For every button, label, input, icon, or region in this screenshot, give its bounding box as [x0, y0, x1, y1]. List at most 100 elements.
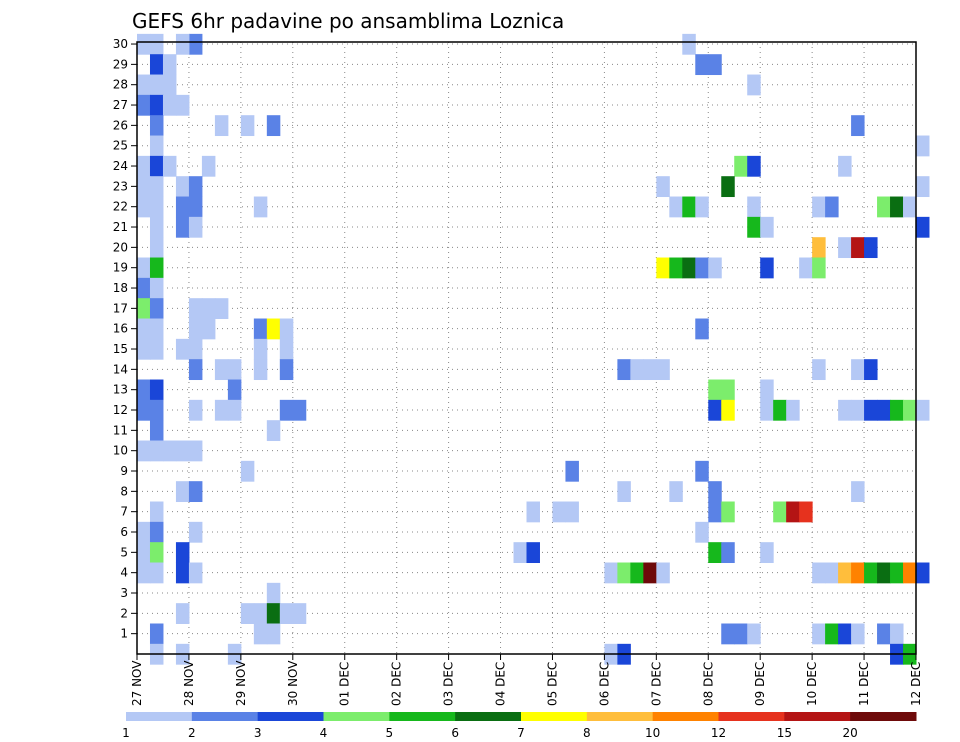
- data-cell: [916, 176, 930, 198]
- data-cell: [175, 33, 190, 55]
- data-cell: [669, 257, 683, 279]
- colorbar-swatch: [652, 712, 719, 721]
- data-cell: [526, 501, 540, 523]
- y-tick-label: 19: [113, 261, 128, 275]
- data-cell: [643, 359, 657, 381]
- colorbar-label: 10: [645, 726, 660, 740]
- data-cell: [137, 318, 151, 340]
- data-cell: [162, 74, 177, 96]
- y-tick-label: 25: [113, 139, 128, 153]
- data-cell: [149, 33, 164, 55]
- data-cell: [214, 298, 229, 320]
- x-tick-label: 28 NOV: [182, 660, 196, 706]
- data-cell: [175, 440, 190, 462]
- y-tick-label: 15: [113, 342, 128, 356]
- data-cell: [175, 196, 190, 218]
- data-cell: [708, 399, 722, 421]
- colorbar-label: 12: [711, 726, 726, 740]
- y-tick-label: 29: [113, 57, 128, 71]
- data-cell: [734, 155, 748, 177]
- data-cell: [695, 54, 709, 76]
- data-cell: [721, 542, 735, 564]
- colorbar-swatch: [257, 712, 324, 721]
- data-cell: [162, 94, 177, 116]
- data-cell: [149, 318, 164, 340]
- data-cell: [188, 359, 203, 381]
- colorbar-swatch: [850, 712, 917, 721]
- data-cell: [890, 399, 904, 421]
- x-tick-label: 12 DEC: [909, 662, 923, 706]
- y-tick-label: 6: [120, 525, 128, 539]
- y-tick-label: 27: [113, 98, 128, 112]
- data-cell: [643, 562, 657, 584]
- data-cell: [721, 176, 735, 198]
- y-tick-label: 17: [113, 301, 128, 315]
- data-cell: [656, 257, 670, 279]
- data-cell: [747, 155, 761, 177]
- data-cell: [656, 562, 670, 584]
- data-cell: [656, 176, 670, 198]
- data-cell: [175, 94, 190, 116]
- colorbar-swatch: [323, 712, 390, 721]
- data-cell: [526, 542, 540, 564]
- data-cell: [240, 115, 255, 137]
- data-cell: [825, 623, 839, 645]
- data-cell: [149, 501, 164, 523]
- data-cell: [162, 440, 177, 462]
- y-tick-label: 2: [120, 606, 128, 620]
- data-cell: [149, 298, 164, 320]
- data-cell: [266, 115, 281, 137]
- data-cell: [227, 359, 242, 381]
- data-cell: [786, 501, 800, 523]
- data-cell: [721, 379, 735, 401]
- data-cell: [149, 237, 164, 259]
- x-tick-label: 07 DEC: [649, 662, 663, 706]
- data-cell: [279, 318, 294, 340]
- data-cell: [656, 359, 670, 381]
- data-cell: [266, 623, 281, 645]
- colorbar-label: 7: [517, 726, 525, 740]
- data-cell: [513, 542, 527, 564]
- y-axis: 1234567891011121314151617181920212223242…: [113, 37, 137, 641]
- y-tick-label: 9: [120, 464, 128, 478]
- data-cell: [240, 460, 255, 482]
- data-cell: [825, 196, 839, 218]
- y-tick-label: 23: [113, 179, 128, 193]
- y-tick-label: 12: [113, 403, 128, 417]
- data-cell: [760, 379, 774, 401]
- y-tick-label: 4: [120, 566, 128, 580]
- data-cell: [188, 440, 203, 462]
- y-tick-label: 14: [113, 362, 128, 376]
- data-cell: [695, 318, 709, 340]
- data-cell: [604, 562, 618, 584]
- data-cell: [137, 562, 151, 584]
- data-cell: [851, 481, 865, 503]
- data-cell: [253, 603, 268, 625]
- x-tick-label: 11 DEC: [857, 662, 871, 706]
- data-cell: [565, 501, 579, 523]
- data-cell: [137, 277, 151, 299]
- colorbar: 1 2 3 4 5 6 7 8 10 12 15 20: [122, 712, 917, 740]
- data-cell: [149, 155, 164, 177]
- data-cell: [188, 196, 203, 218]
- data-cell: [149, 257, 164, 279]
- data-cell: [175, 542, 190, 564]
- colorbar-swatch: [126, 712, 193, 721]
- data-cell: [279, 359, 294, 381]
- data-cell: [279, 338, 294, 360]
- data-cell: [201, 318, 216, 340]
- y-tick-label: 26: [113, 118, 128, 132]
- data-cell: [617, 359, 631, 381]
- data-cell: [253, 359, 268, 381]
- data-cell: [292, 399, 307, 421]
- data-cell: [669, 481, 683, 503]
- data-cell: [188, 318, 203, 340]
- data-cell: [708, 501, 722, 523]
- plot-frame: [136, 41, 917, 655]
- data-cell: [214, 115, 229, 137]
- data-cell: [201, 155, 216, 177]
- data-cell: [851, 623, 865, 645]
- data-cell: [149, 176, 164, 198]
- colorbar-swatch: [718, 712, 785, 721]
- data-cell: [812, 623, 826, 645]
